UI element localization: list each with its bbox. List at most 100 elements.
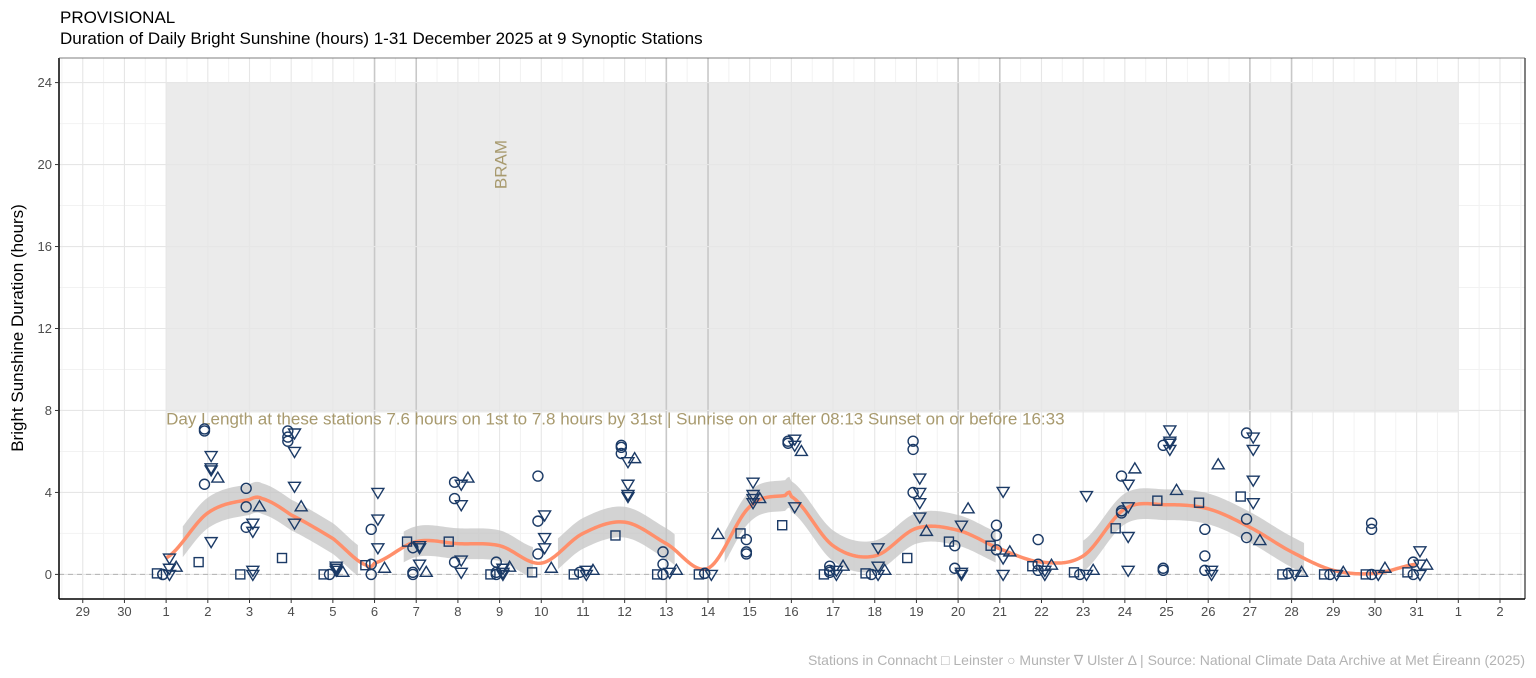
data-point-ulster xyxy=(293,499,309,512)
data-point-munster xyxy=(912,473,927,486)
data-point-leinster xyxy=(1032,533,1044,546)
x-tick-label: 25 xyxy=(1159,604,1173,619)
data-point-munster xyxy=(454,479,469,492)
data-point-ulster xyxy=(418,564,434,578)
data-point-connacht xyxy=(902,552,913,564)
data-point-leinster xyxy=(198,478,211,490)
data-point-munster xyxy=(1037,565,1053,578)
data-point-munster xyxy=(995,553,1011,566)
data-point-munster xyxy=(620,489,636,502)
data-point-munster xyxy=(328,563,344,576)
x-tick-label: 2 xyxy=(204,604,211,619)
data-point-connacht xyxy=(401,536,413,547)
data-point-munster xyxy=(287,446,302,459)
data-point-leinster xyxy=(1365,517,1378,529)
data-point-munster xyxy=(1245,497,1261,511)
data-point-ulster xyxy=(1127,461,1143,474)
data-point-munster xyxy=(1245,432,1261,445)
confidence-band xyxy=(403,525,533,578)
data-point-munster xyxy=(1079,490,1094,503)
data-point-ulster xyxy=(1252,533,1268,546)
data-point-munster xyxy=(1037,569,1053,582)
data-point-connacht xyxy=(1318,569,1330,580)
confidence-band xyxy=(724,476,996,573)
data-point-leinster xyxy=(907,435,919,447)
data-point-munster xyxy=(162,563,177,576)
x-tick-label: 18 xyxy=(868,604,882,619)
data-point-ulster xyxy=(669,562,684,576)
data-point-munster xyxy=(620,479,636,492)
plot-area: BRAM Day Length at these stations 7.6 hou… xyxy=(38,57,1526,619)
x-tick-label: 19 xyxy=(909,604,923,619)
data-point-munster xyxy=(1287,569,1303,582)
data-point-munster xyxy=(620,491,636,504)
data-point-munster xyxy=(1120,531,1136,544)
data-point-ulster xyxy=(835,558,851,571)
x-tick-label: 31 xyxy=(1409,604,1423,619)
data-point-ulster xyxy=(335,564,351,578)
x-tick-label: 30 xyxy=(117,604,131,619)
data-point-munster xyxy=(995,486,1011,499)
data-point-munster xyxy=(454,555,469,568)
data-point-connacht xyxy=(943,536,955,547)
data-point-munster xyxy=(912,497,927,511)
data-point-munster xyxy=(954,569,969,582)
data-point-leinster xyxy=(1407,568,1419,581)
data-point-munster xyxy=(745,477,761,490)
data-point-connacht xyxy=(235,569,246,580)
data-point-ulster xyxy=(919,524,934,537)
data-point-connacht xyxy=(818,569,830,580)
data-point-munster xyxy=(162,553,177,566)
data-point-munster xyxy=(495,563,511,576)
data-point-munster xyxy=(912,487,927,500)
data-point-munster xyxy=(245,565,261,578)
data-point-leinster xyxy=(1282,567,1294,580)
x-tick-label: 30 xyxy=(1368,604,1382,619)
x-tick-label: 9 xyxy=(496,604,503,619)
data-point-munster xyxy=(495,569,511,582)
y-tick-label: 4 xyxy=(45,485,52,500)
data-point-munster xyxy=(1120,479,1136,492)
x-tick-label: 28 xyxy=(1284,604,1298,619)
x-tick-label: 2 xyxy=(1496,604,1503,619)
data-point-ulster xyxy=(377,560,392,573)
x-tick-label: 10 xyxy=(534,604,548,619)
data-point-munster xyxy=(1245,475,1261,488)
data-point-munster xyxy=(245,526,261,539)
day-length-annotation: Day Length at these stations 7.6 hours o… xyxy=(166,410,1064,429)
data-point-leinster xyxy=(407,568,419,581)
data-point-leinster xyxy=(240,482,252,495)
data-point-leinster xyxy=(448,476,461,488)
chart-title: Duration of Daily Bright Sunshine (hours… xyxy=(60,29,703,48)
data-point-connacht xyxy=(1402,567,1413,578)
data-point-munster xyxy=(370,487,386,500)
data-point-munster xyxy=(287,518,302,531)
data-point-munster xyxy=(745,489,761,502)
data-point-connacht xyxy=(1277,569,1288,580)
data-point-munster xyxy=(787,440,802,453)
confidence-band xyxy=(557,506,675,570)
y-tick-label: 0 xyxy=(45,567,52,582)
data-point-munster xyxy=(745,497,761,511)
data-point-munster xyxy=(454,500,469,513)
y-tick-label: 16 xyxy=(38,239,52,254)
x-tick-label: 22 xyxy=(1034,604,1048,619)
data-point-ulster xyxy=(752,491,767,504)
x-tick-label: 7 xyxy=(413,604,420,619)
data-point-munster xyxy=(829,565,844,578)
data-point-ulster xyxy=(1085,562,1101,576)
y-tick-label: 24 xyxy=(38,75,52,90)
data-point-connacht xyxy=(777,520,788,531)
data-point-connacht xyxy=(1152,495,1163,506)
data-point-munster xyxy=(1204,569,1219,582)
x-tick-label: 3 xyxy=(246,604,253,619)
x-tick-label: 6 xyxy=(371,604,378,619)
x-tick-label: 4 xyxy=(288,604,295,619)
chart-status: PROVISIONAL xyxy=(60,8,175,27)
x-tick-label: 12 xyxy=(617,604,631,619)
data-point-connacht xyxy=(693,569,705,580)
data-point-munster xyxy=(1204,565,1219,578)
data-point-munster xyxy=(203,465,219,478)
data-point-munster xyxy=(537,510,552,523)
